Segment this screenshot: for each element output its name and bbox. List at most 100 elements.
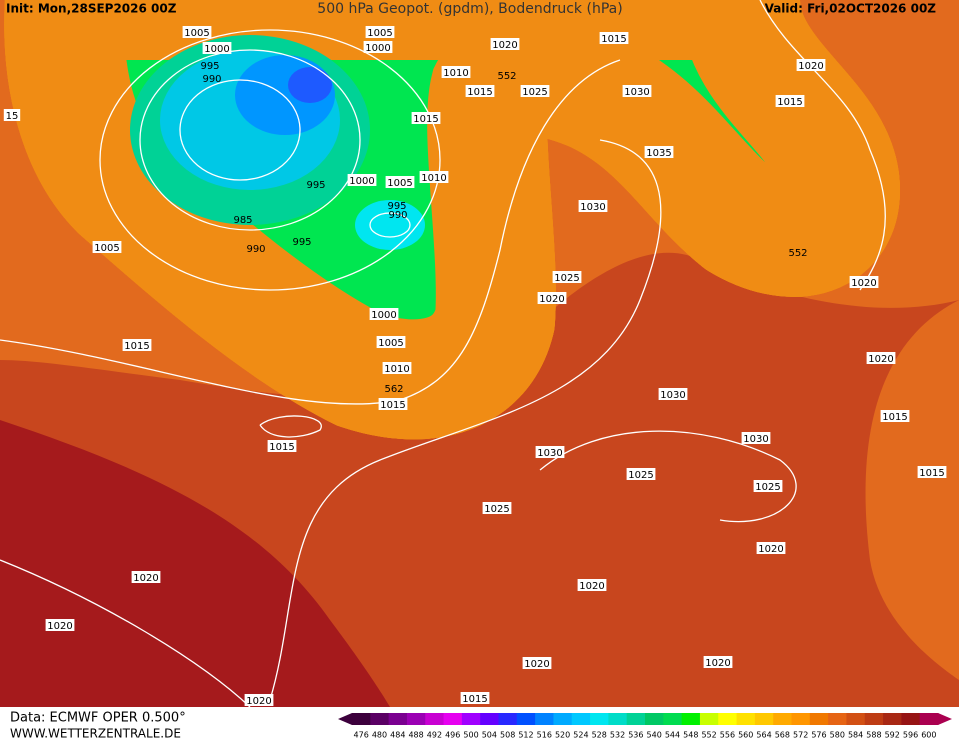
contour-label: 1000 [365, 43, 390, 54]
contour-label-box [577, 579, 607, 591]
colorbar-swatch [754, 713, 774, 725]
colorbar-label: 484 [390, 731, 405, 740]
contour-label: 1030 [660, 390, 685, 401]
contour-label: 1020 [539, 294, 564, 305]
field-orange-east [865, 300, 959, 680]
colorbar-label: 560 [738, 731, 753, 740]
colorbar-arrow-left [338, 713, 352, 725]
colorbar-swatch [626, 713, 646, 725]
contour-label: 995 [387, 201, 406, 212]
contour-label-box [490, 38, 520, 50]
contour-label-box [756, 542, 786, 554]
contour-label: 1015 [124, 341, 149, 352]
contour-label: 1005 [387, 178, 412, 189]
contour-label: 1025 [484, 504, 509, 515]
colorbar-swatch [846, 713, 866, 725]
contour-label-box [626, 468, 656, 480]
contour-label-box [753, 480, 783, 492]
contour-label-box [369, 308, 399, 320]
contour-label-box [703, 656, 733, 668]
contour-label-box [522, 657, 552, 669]
contour-label: 995 [306, 180, 325, 191]
colorbar-swatch [828, 713, 847, 725]
contour-label: 15 [6, 111, 19, 122]
contour-label-box [465, 85, 495, 97]
colorbar-swatch [535, 713, 554, 725]
colorbar-label: 544 [665, 731, 680, 740]
colorbar-label: 512 [518, 731, 533, 740]
contour-label: 1010 [384, 364, 409, 375]
colorbar-swatch [406, 713, 426, 725]
contour-label-box [441, 66, 471, 78]
contour-label-box [378, 398, 408, 410]
contour-label: 1020 [798, 61, 823, 72]
colorbar-label: 492 [427, 731, 442, 740]
contour-label: 1030 [624, 87, 649, 98]
init-time: Init: Mon,28SEP2026 00Z [6, 2, 177, 16]
contour-label-box [347, 174, 377, 186]
colorbar-swatch [681, 713, 701, 725]
colorbar-swatch [388, 713, 408, 725]
colorbar-label: 516 [537, 731, 552, 740]
contour-label-box [880, 410, 910, 422]
contour-label: 1020 [133, 573, 158, 584]
colorbar-swatch [901, 713, 921, 725]
field-dark-red [0, 420, 390, 707]
colorbar-swatch [773, 713, 792, 725]
colorbar-label: 500 [463, 731, 478, 740]
colorbar-label: 520 [555, 731, 570, 740]
contour-label-box [658, 388, 688, 400]
colorbar-swatch [883, 713, 902, 725]
colorbar-swatch [425, 713, 445, 725]
contour-label-box [382, 362, 412, 374]
contour-label: 1015 [462, 694, 487, 705]
colorbar-swatch [699, 713, 719, 725]
contour-label: 990 [388, 210, 407, 221]
colorbar-label: 600 [921, 731, 936, 740]
contour-label-box [482, 502, 512, 514]
colorbar-label: 508 [500, 731, 515, 740]
colorbar-label: 556 [720, 731, 735, 740]
contour-label: 1005 [367, 28, 392, 39]
contour-label-box [419, 171, 449, 183]
contour-label-box [537, 292, 567, 304]
contour-label-box [122, 339, 152, 351]
valid-time: Valid: Fri,02OCT2026 00Z [765, 2, 937, 16]
contour-label-box [535, 446, 565, 458]
contour-label-box [363, 41, 393, 53]
colorbar-swatch [370, 713, 390, 725]
colorbar-swatch [645, 713, 664, 725]
contour-label: 1005 [378, 338, 403, 349]
colorbar-label: 540 [647, 731, 662, 740]
contour-label-box [376, 336, 406, 348]
colorbar-label: 480 [372, 731, 387, 740]
colorbar-swatch [443, 713, 463, 725]
contour-label: 1020 [492, 40, 517, 51]
contour-label: 985 [233, 215, 252, 226]
contour-label-box [267, 440, 297, 452]
contour-label-layer: 1005100099599010051000101010155521020101… [3, 26, 947, 707]
colorbar-label: 564 [756, 731, 771, 740]
colorbar-label: 488 [408, 731, 423, 740]
contour-label-box [92, 241, 122, 253]
data-source: Data: ECMWF OPER 0.500° [10, 711, 186, 726]
colorbar-swatch [791, 713, 811, 725]
colorbar-label: 496 [445, 731, 460, 740]
contour-label-box [644, 146, 674, 158]
contour-label: 1000 [371, 310, 396, 321]
contour-label-box [411, 112, 441, 124]
colorbar-label: 568 [775, 731, 790, 740]
colorbar-swatch [608, 713, 628, 725]
contour-label: 1025 [628, 470, 653, 481]
colorbar-swatch [461, 713, 481, 725]
contour-label-box [520, 85, 550, 97]
colorbar-swatch [590, 713, 609, 725]
colorbar-swatch [663, 713, 683, 725]
colorbar: 476 480 484 488 492 496 500 504 508 512 516 520 524 5… [338, 713, 952, 740]
contour-label-box [622, 85, 652, 97]
colorbar-label: 536 [628, 731, 643, 740]
contour-label: 1020 [758, 544, 783, 555]
contour-label-box [131, 571, 161, 583]
contour-label: 1015 [777, 97, 802, 108]
website: WWW.WETTERZENTRALE.DE [10, 727, 181, 741]
